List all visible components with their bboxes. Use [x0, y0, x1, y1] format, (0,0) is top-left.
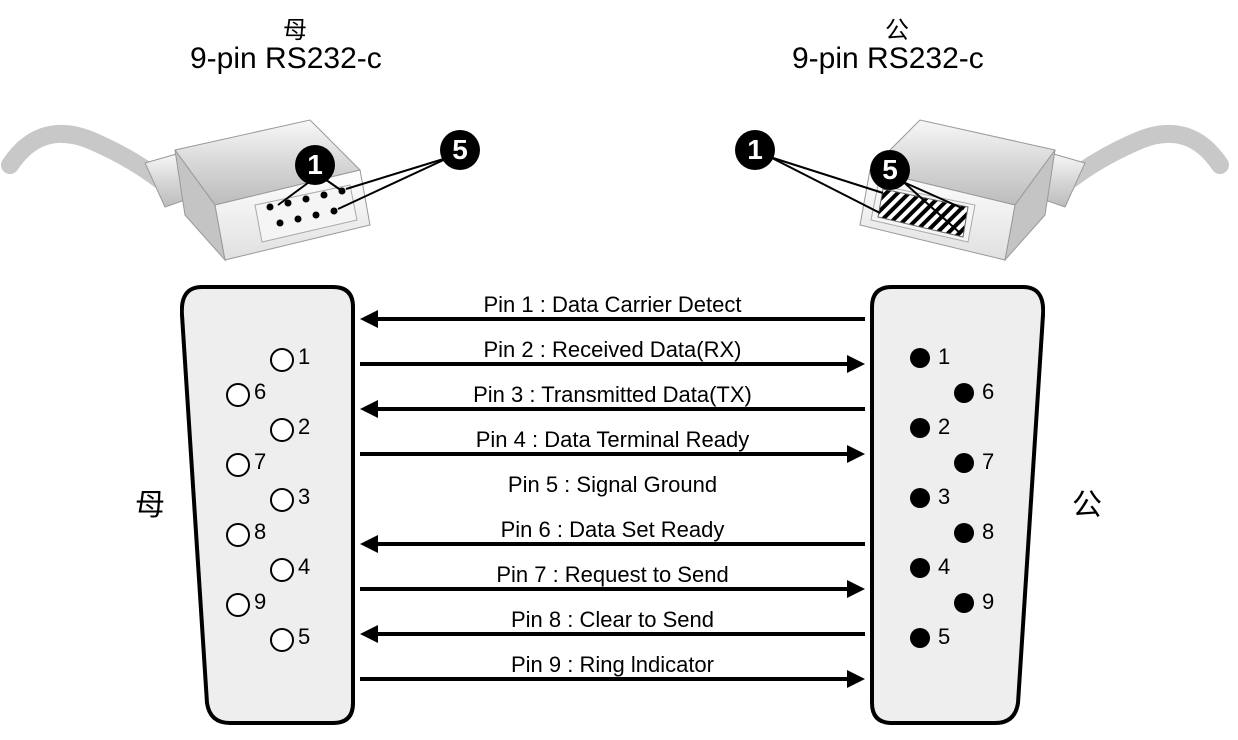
female-pin-3	[270, 488, 294, 512]
pin-label: 6	[254, 379, 266, 405]
arrow-head	[360, 535, 378, 553]
pin-label: 7	[254, 449, 266, 475]
male-pin-3	[910, 488, 930, 508]
left-gender-char: 母	[283, 10, 307, 45]
right-title: 9-pin RS232-c	[792, 42, 984, 76]
left-face-gender: 母	[135, 480, 165, 524]
right-gender-char: 公	[885, 10, 909, 45]
pin-label: 9	[254, 589, 266, 615]
male-pin-2	[910, 418, 930, 438]
pin-label: 6	[982, 379, 994, 405]
pin-label: 2	[298, 414, 310, 440]
arrow-line	[374, 632, 865, 636]
badge-right-1: 1	[735, 130, 775, 170]
male-pin-6	[954, 383, 974, 403]
arrow-line	[374, 317, 865, 321]
pin-description-2: Pin 2 : Received Data(RX)	[360, 337, 865, 363]
arrow-line	[360, 587, 851, 591]
pin-label: 5	[938, 624, 950, 650]
male-pin-4	[910, 558, 930, 578]
diagram-canvas: 母 9-pin RS232-c 公 9-pin RS232-c 母 公	[0, 0, 1238, 740]
male-pin-8	[954, 523, 974, 543]
male-pin-5	[910, 628, 930, 648]
male-pin-7	[954, 453, 974, 473]
female-pin-5	[270, 628, 294, 652]
arrow-line	[374, 407, 865, 411]
pin-label: 1	[298, 344, 310, 370]
arrow-head	[360, 625, 378, 643]
female-pin-6	[226, 383, 250, 407]
arrow-line	[360, 452, 851, 456]
pin-description-3: Pin 3 : Transmitted Data(TX)	[360, 382, 865, 408]
pin-description-6: Pin 6 : Data Set Ready	[360, 517, 865, 543]
pin-label: 7	[982, 449, 994, 475]
pin-label: 8	[254, 519, 266, 545]
left-connector-3d	[0, 85, 500, 285]
left-db9-face	[180, 285, 355, 725]
pin-label: 3	[938, 484, 950, 510]
pin-description-4: Pin 4 : Data Terminal Ready	[360, 427, 865, 453]
right-db9-face	[870, 285, 1045, 725]
pin-label: 4	[938, 554, 950, 580]
arrow-head	[847, 670, 865, 688]
badge-left-1: 1	[295, 145, 335, 185]
arrow-head	[360, 310, 378, 328]
arrow-line	[374, 542, 865, 546]
pin-description-9: Pin 9 : Ring lndicator	[360, 652, 865, 678]
female-pin-4	[270, 558, 294, 582]
right-connector-3d	[720, 85, 1238, 285]
right-face-gender: 公	[1072, 480, 1102, 524]
arrow-line	[360, 362, 851, 366]
pin-label: 9	[982, 589, 994, 615]
male-pin-9	[954, 593, 974, 613]
female-pin-9	[226, 593, 250, 617]
female-pin-2	[270, 418, 294, 442]
female-pin-7	[226, 453, 250, 477]
pin-label: 3	[298, 484, 310, 510]
pin-label: 5	[298, 624, 310, 650]
pin-label: 2	[938, 414, 950, 440]
badge-right-5: 5	[870, 150, 910, 190]
pin-label: 4	[298, 554, 310, 580]
pin-description-5: Pin 5 : Signal Ground	[360, 472, 865, 498]
badge-left-5: 5	[440, 130, 480, 170]
arrow-head	[847, 355, 865, 373]
pin-description-7: Pin 7 : Request to Send	[360, 562, 865, 588]
pin-label: 1	[938, 344, 950, 370]
arrow-head	[847, 445, 865, 463]
pin-description-1: Pin 1 : Data Carrier Detect	[360, 292, 865, 318]
arrow-head	[847, 580, 865, 598]
arrow-head	[360, 400, 378, 418]
pin-description-8: Pin 8 : Clear to Send	[360, 607, 865, 633]
female-pin-8	[226, 523, 250, 547]
left-title: 9-pin RS232-c	[190, 42, 382, 76]
arrow-line	[360, 677, 851, 681]
male-pin-1	[910, 348, 930, 368]
pin-label: 8	[982, 519, 994, 545]
female-pin-1	[270, 348, 294, 372]
